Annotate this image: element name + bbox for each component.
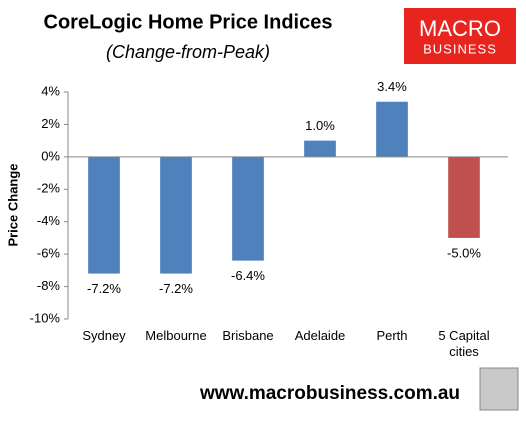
x-tick-label: Perth bbox=[376, 328, 408, 343]
value-label: -6.4% bbox=[231, 268, 265, 283]
x-tick-label: 5 Capital cities bbox=[438, 328, 490, 359]
bar bbox=[232, 156, 264, 261]
y-tick-label: -8% bbox=[37, 278, 61, 293]
x-tick-label: Melbourne bbox=[145, 328, 207, 343]
x-tick-label: Brisbane bbox=[222, 328, 274, 343]
value-label: 3.4% bbox=[377, 79, 407, 94]
value-label: -5.0% bbox=[447, 245, 481, 260]
wolf-logo bbox=[479, 367, 519, 411]
bar bbox=[88, 156, 120, 274]
logo-text: BUSINESS bbox=[423, 41, 497, 56]
value-label: 1.0% bbox=[305, 118, 335, 133]
bar bbox=[448, 156, 480, 238]
value-label: -7.2% bbox=[87, 281, 121, 296]
y-tick-label: -2% bbox=[37, 181, 61, 196]
y-tick-label: 2% bbox=[41, 116, 60, 131]
bar bbox=[160, 156, 192, 274]
bar bbox=[376, 101, 408, 157]
y-tick-label: -6% bbox=[37, 246, 61, 261]
y-axis-label: Price Change bbox=[5, 163, 20, 246]
x-tick-label: Adelaide bbox=[294, 328, 346, 343]
y-tick-label: 4% bbox=[41, 83, 60, 98]
x-tick-label: Sydney bbox=[82, 328, 126, 343]
y-tick-label: -4% bbox=[37, 213, 61, 228]
bar bbox=[304, 140, 336, 157]
logo-text: MACRO bbox=[419, 16, 501, 41]
footer: www.macrobusiness.com.au bbox=[199, 383, 460, 404]
y-tick-label: 0% bbox=[41, 148, 60, 163]
chart-subtitle: (Change-from-Peak) bbox=[106, 42, 270, 62]
value-label: -7.2% bbox=[159, 281, 193, 296]
y-tick-label: -10% bbox=[30, 310, 61, 325]
logo-box bbox=[404, 8, 516, 64]
chart-title: CoreLogic Home Price Indices bbox=[44, 11, 333, 33]
